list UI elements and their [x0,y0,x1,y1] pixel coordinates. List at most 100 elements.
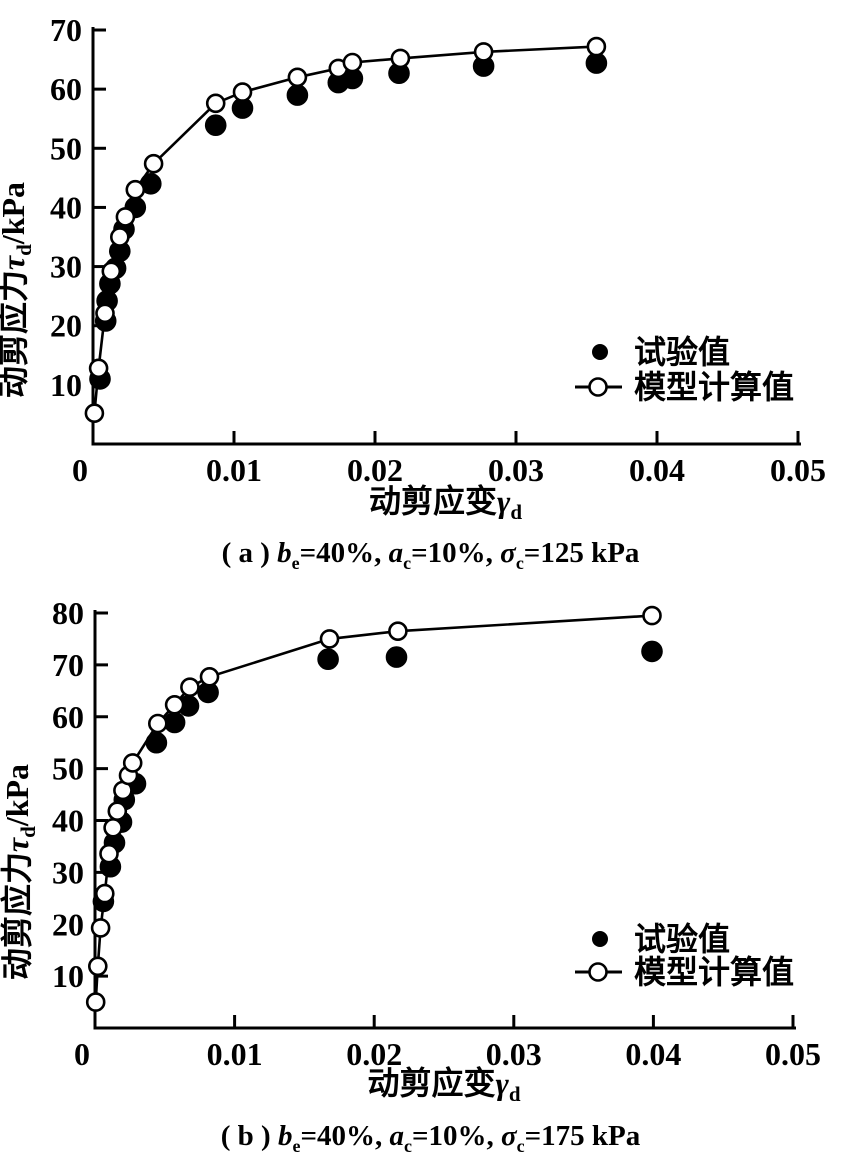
model-point-marker [287,67,308,88]
model-point-marker [199,667,220,687]
model-point-marker [95,883,115,904]
legend-model-label: 模型计算值 [634,369,794,405]
caption-segment: σ [500,537,516,569]
caption-segment: a [388,537,404,569]
experimental-point-marker [286,84,309,106]
model-point-marker [85,992,106,1012]
series-model [84,36,607,424]
legend-model-marker [588,377,608,397]
x-tick-label: 0.05 [765,1036,821,1072]
x-tick-label: 0.01 [207,1036,263,1072]
model-point-marker [180,677,200,697]
experimental-point-marker [641,640,663,663]
x-tick-label: 0.05 [770,452,826,488]
model-point-marker [90,918,111,938]
model-point-marker [342,52,363,73]
y-tick-label: 30 [50,249,82,285]
legend-experimental-label: 试验值 [634,921,730,957]
legend-model-marker [588,962,608,982]
series-experimental [92,640,663,913]
chart-b-caption: ( b ) be=40%, ac=10%, σc=175 kPa [0,1110,861,1167]
model-point-marker [473,42,494,62]
model-point-marker [88,358,109,379]
y-tick-label: 80 [52,595,84,631]
model-point-marker [84,403,105,424]
caption-segment: c [403,552,412,573]
experimental-point-marker [163,711,186,734]
caption-segment: e [292,1135,301,1156]
model-point-marker [586,36,607,57]
y-tick-label: 60 [52,699,84,735]
caption-segment: =175 kPa [524,1120,641,1152]
caption-segment: σ [500,1120,517,1152]
x-tick-label: 0.02 [346,1036,402,1072]
y-tick-label: 30 [52,854,84,890]
caption-segment: b [277,537,292,569]
x-tick-label: 0.04 [629,452,685,488]
model-point-marker [205,93,226,114]
y-tick-label: 40 [50,189,82,225]
caption-segment: =40%, [299,537,389,569]
axes [91,27,801,446]
y-tick-label: 40 [52,803,84,839]
model-point-marker [388,621,408,642]
model-point-marker [390,48,411,69]
model-point-marker [642,605,662,626]
model-point-marker [110,227,130,247]
y-tick-label: 10 [50,367,82,403]
y-tick-label: 20 [52,906,84,942]
experimental-point-marker [385,646,408,668]
experimental-point-marker [204,114,227,136]
model-point-marker [103,818,123,838]
y-axis-title: 动剪应力τd/kPa [0,764,40,980]
caption-segment: ( a ) [221,537,278,569]
y-axis-title: 动剪应力τd/kPa [0,182,36,398]
model-point-marker [319,629,340,649]
model-point-marker [143,153,164,174]
experimental-point-marker [317,648,339,670]
model-point-marker [115,207,136,227]
y-tick-label: 50 [52,751,84,787]
y-tick-label: 70 [52,647,84,683]
x-tick-label: 0 [72,452,88,488]
model-point-marker [107,801,128,821]
figure-panel-a: 0 0.01 0.02 0.03 0.04 0.05 10 20 30 40 50 60 70 动剪应变γ… [0,12,861,585]
caption-segment: c [515,552,524,573]
chart-a-caption: ( a ) be=40%, ac=10%, σc=125 kPa [0,530,861,585]
x-tick-label: 0.03 [488,452,544,488]
model-line [94,614,653,1003]
model-point-marker [99,843,119,864]
x-axis-title: 动剪应变γd [369,483,522,524]
model-point-marker [164,695,185,715]
model-point-marker [232,82,253,102]
x-axis-title: 动剪应变γd [367,1065,520,1106]
caption-segment: =10%, [411,537,501,569]
model-line [93,45,597,414]
caption-segment: b [277,1120,293,1152]
model-point-marker [101,261,122,282]
legend-experimental-marker [592,344,608,360]
legend-model-label: 模型计算值 [634,954,794,990]
y-tick-label: 10 [52,958,84,994]
x-tick-label: 0.01 [206,452,262,488]
caption-segment: c [403,1135,412,1156]
y-tick-label: 60 [50,71,82,107]
series-model [85,605,662,1012]
caption-segment: ( b ) [220,1120,278,1152]
y-tick-label: 50 [50,130,82,166]
caption-segment: e [291,552,300,573]
y-tick-label: 20 [50,308,82,344]
caption-segment: =125 kPa [523,537,640,569]
model-point-marker [125,179,146,200]
model-point-marker [88,956,108,977]
model-point-marker [95,303,115,324]
chart-b-canvas: 0 0.01 0.02 0.03 0.04 0.05 10 20 30 40 50 60 70 80 动剪应… [0,595,821,1106]
x-tick-label: 0 [74,1036,90,1072]
legend-experimental-label: 试验值 [634,334,730,370]
caption-segment: a [389,1120,404,1152]
model-point-marker [122,753,143,773]
caption-segment: =40%, [300,1120,390,1152]
